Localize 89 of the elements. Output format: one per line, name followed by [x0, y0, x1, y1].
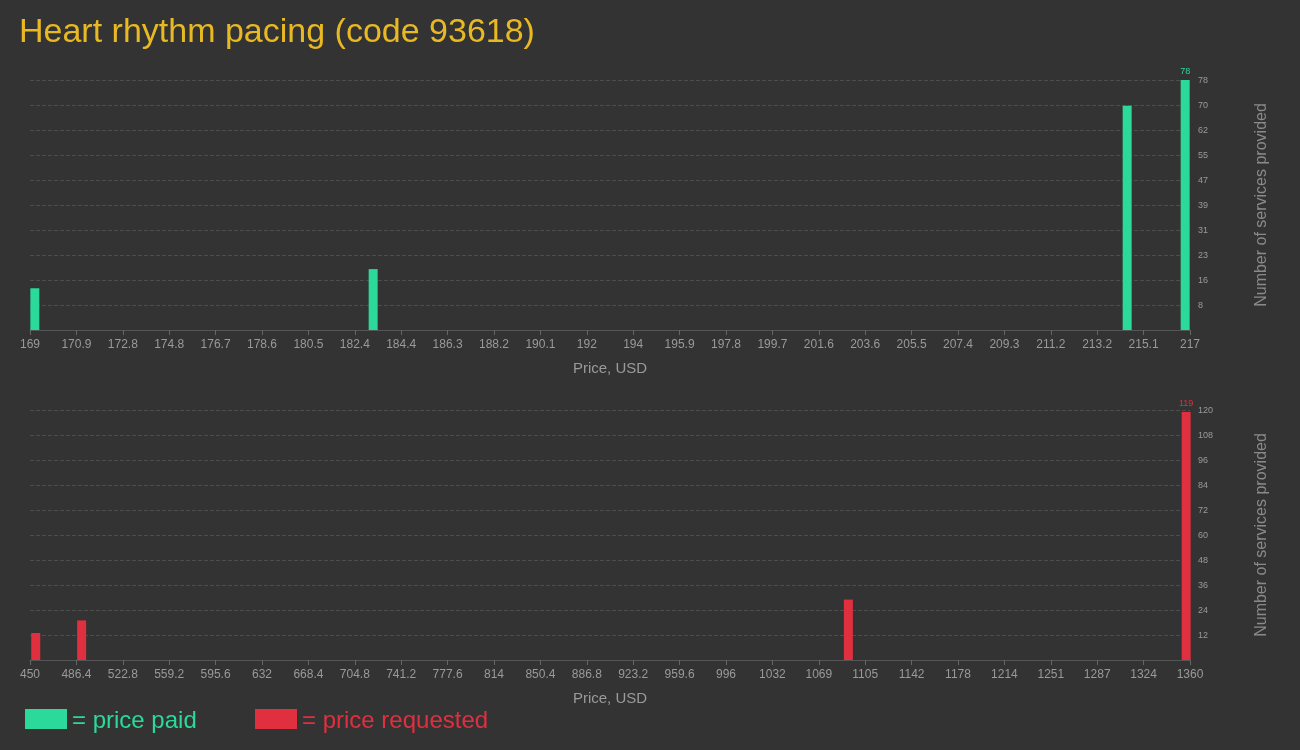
y-tick-label: 23 — [1198, 250, 1209, 260]
x-tick-label: 184.4 — [386, 337, 417, 351]
x-tick-label: 194 — [623, 337, 644, 351]
x-tick-label: 1360 — [1176, 667, 1204, 681]
y-tick-label: 47 — [1198, 175, 1209, 185]
y-tick-label: 96 — [1198, 455, 1209, 465]
x-tick-label: 450 — [19, 667, 41, 681]
x-tick-label: 209.3 — [989, 337, 1020, 351]
y-tick-label: 70 — [1198, 100, 1209, 110]
x-tick-label: 199.7 — [757, 337, 788, 351]
x-tick-label: 178.6 — [246, 337, 278, 351]
x-tick-label: 486.4 — [61, 667, 92, 681]
x-tick-label: 1178 — [945, 667, 972, 681]
x-tick-label: 923.2 — [618, 667, 649, 681]
x-tick-label: 741.2 — [386, 667, 417, 681]
bar — [31, 632, 41, 660]
data-label: 119 — [1179, 397, 1194, 408]
x-tick-label: 207.4 — [942, 337, 974, 351]
y-tick-label: 8 — [1198, 300, 1204, 310]
y-tick-label: 31 — [1198, 225, 1209, 235]
bar — [368, 269, 378, 330]
x-tick-label: 1214 — [991, 667, 1019, 681]
bar — [843, 599, 853, 660]
x-tick-label: 182.4 — [339, 337, 371, 351]
x-tick-label: 522.8 — [107, 667, 139, 681]
bar — [30, 288, 40, 330]
x-tick-label: 174.8 — [154, 337, 185, 351]
chart-title: Heart rhythm pacing (code 93618) — [19, 11, 535, 49]
x-tick-label: 169 — [19, 337, 41, 351]
x-tick-label: 176.7 — [200, 337, 231, 351]
bar — [77, 620, 87, 660]
x-tick-label: 213.2 — [1082, 337, 1113, 351]
y-tick-label: 84 — [1198, 480, 1209, 490]
y-axis-title: Number of services provided — [1251, 433, 1269, 637]
x-tick-label: 1069 — [805, 667, 833, 681]
x-tick-label: 215.1 — [1128, 337, 1159, 351]
y-tick-label: 36 — [1198, 580, 1209, 590]
y-tick-label: 72 — [1198, 505, 1209, 515]
x-tick-label: 190.1 — [525, 337, 556, 351]
y-tick-label: 12 — [1198, 630, 1209, 640]
x-tick-label: 959.6 — [664, 667, 695, 681]
x-tick-label: 814 — [483, 667, 505, 681]
x-tick-label: 1105 — [852, 667, 879, 681]
y-tick-label: 120 — [1198, 405, 1214, 415]
x-tick-label: 192 — [576, 337, 598, 351]
x-tick-label: 1142 — [898, 667, 925, 681]
y-tick-label: 62 — [1198, 125, 1209, 135]
y-tick-label: 108 — [1198, 430, 1214, 440]
x-tick-label: 203.6 — [850, 337, 881, 351]
x-tick-label: 1032 — [759, 667, 787, 681]
y-tick-label: 24 — [1198, 605, 1209, 615]
bar — [1122, 105, 1132, 330]
x-tick-label: 886.8 — [571, 667, 603, 681]
x-tick-label: 180.5 — [293, 337, 324, 351]
x-tick-label: 170.9 — [61, 337, 92, 351]
x-tick-label: 205.5 — [896, 337, 927, 351]
x-axis-title: Price, USD — [572, 689, 648, 706]
x-tick-label: 197.8 — [710, 337, 742, 351]
y-tick-label: 39 — [1198, 200, 1209, 210]
x-tick-label: 1324 — [1130, 667, 1158, 681]
x-tick-label: 704.8 — [339, 667, 371, 681]
x-tick-label: 632 — [251, 667, 273, 681]
y-tick-label: 78 — [1198, 75, 1209, 85]
y-tick-label: 55 — [1198, 150, 1209, 160]
x-tick-label: 195.9 — [664, 337, 695, 351]
x-tick-label: 1287 — [1083, 667, 1111, 681]
x-tick-label: 850.4 — [525, 667, 556, 681]
x-tick-label: 1251 — [1037, 667, 1065, 681]
x-tick-label: 186.3 — [432, 337, 463, 351]
x-axis-title: Price, USD — [572, 359, 648, 376]
x-tick-label: 188.2 — [478, 337, 510, 351]
data-label: 78 — [1180, 65, 1191, 76]
legend-label: = price requested — [302, 705, 489, 733]
x-tick-label: 668.4 — [293, 667, 324, 681]
x-tick-label: 777.6 — [432, 667, 463, 681]
x-tick-label: 211.2 — [1036, 337, 1066, 351]
x-tick-label: 201.6 — [803, 337, 835, 351]
y-tick-label: 48 — [1198, 555, 1209, 565]
bar — [1180, 80, 1190, 330]
legend-label: = price paid — [72, 705, 197, 733]
bar — [1181, 412, 1191, 660]
y-tick-label: 16 — [1198, 275, 1209, 285]
x-tick-label: 172.8 — [107, 337, 139, 351]
x-tick-label: 595.6 — [200, 667, 231, 681]
x-tick-label: 996 — [715, 667, 737, 681]
x-tick-label: 559.2 — [154, 667, 185, 681]
y-tick-label: 60 — [1198, 530, 1209, 540]
x-tick-label: 217 — [1179, 337, 1201, 351]
y-axis-title: Number of services provided — [1251, 103, 1269, 307]
